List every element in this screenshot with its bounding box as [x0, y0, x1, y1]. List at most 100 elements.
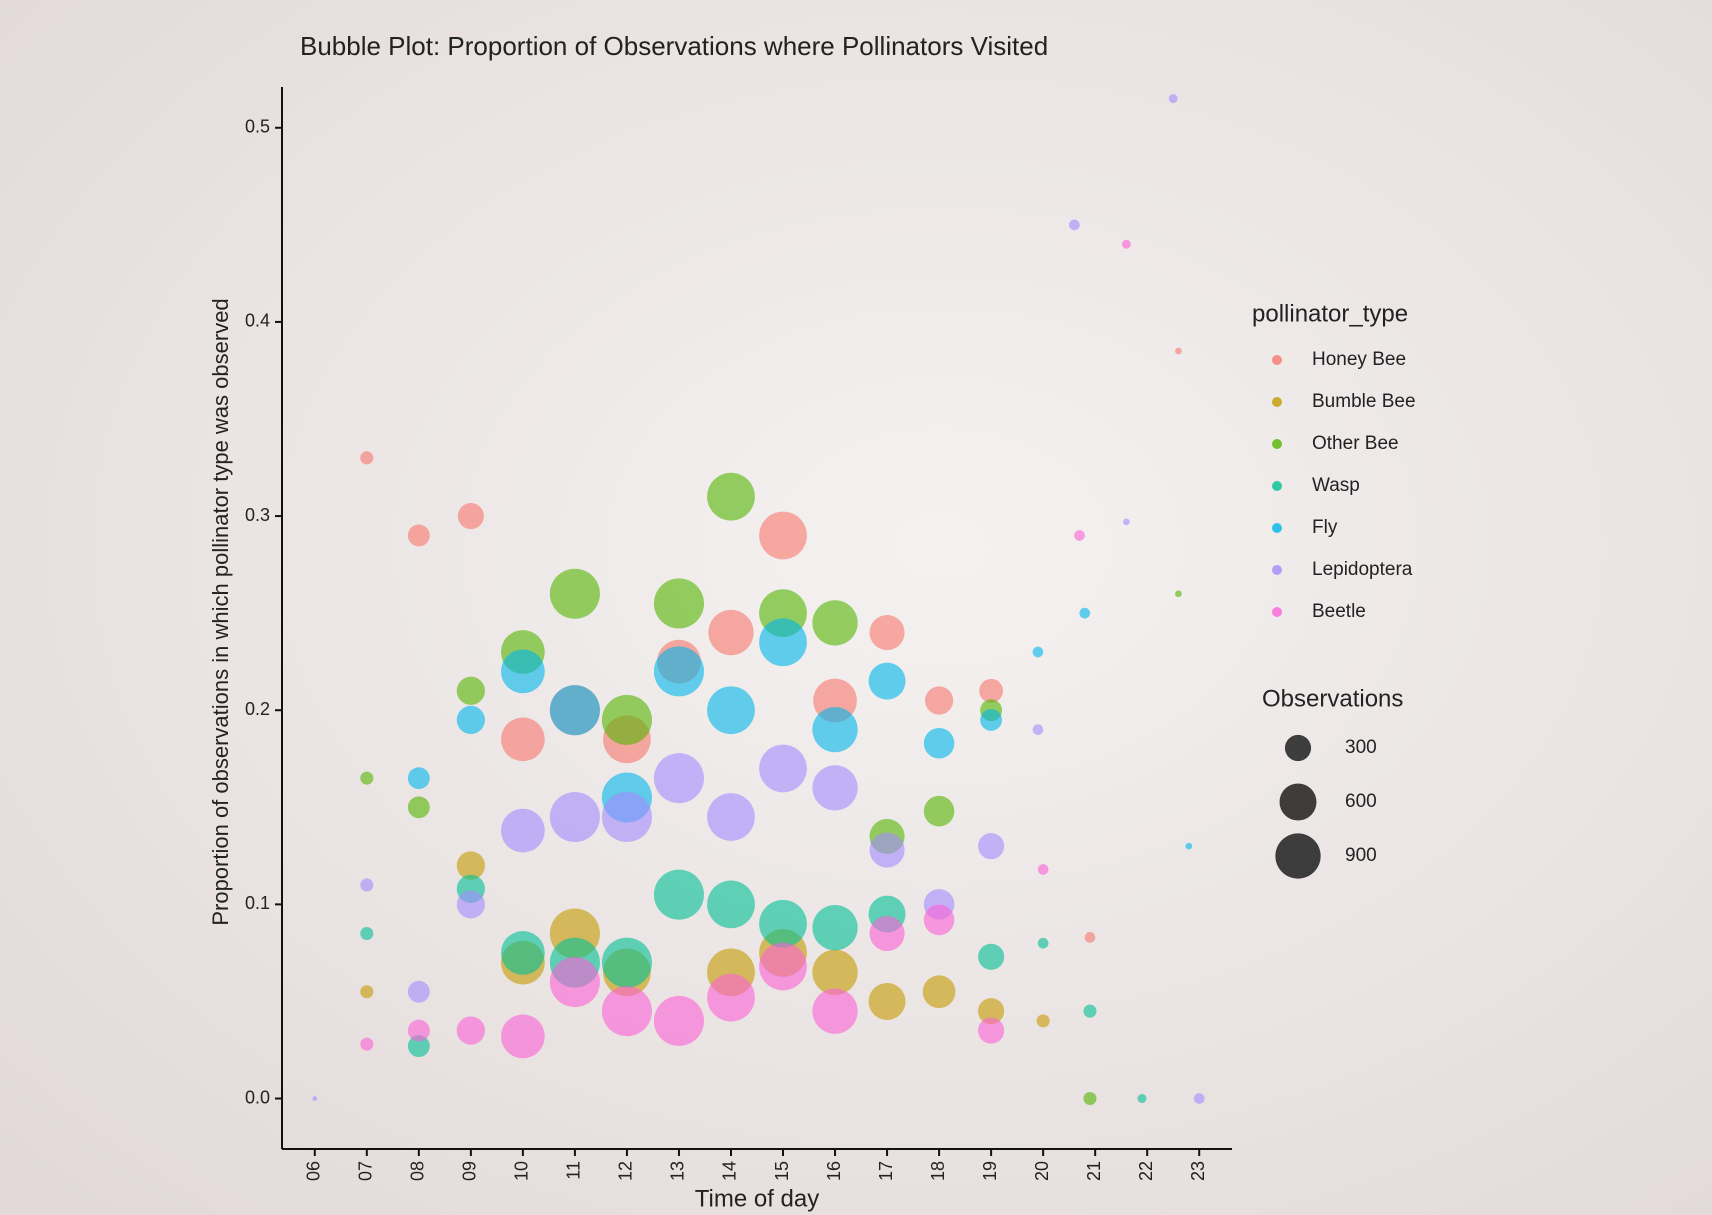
bubble — [812, 765, 858, 811]
bubble — [923, 904, 955, 936]
bubble — [868, 982, 906, 1020]
bubble — [360, 878, 374, 892]
bubble — [601, 986, 652, 1037]
bubble — [407, 1035, 430, 1058]
bubble — [759, 899, 807, 948]
legend-swatch — [1272, 565, 1282, 575]
bubble — [1079, 607, 1091, 619]
x-tick-label: 19 — [980, 1161, 1000, 1181]
x-tick-label: 16 — [824, 1161, 844, 1181]
bubble — [707, 472, 755, 521]
legend-swatch — [1272, 523, 1282, 533]
bubble — [978, 1017, 1005, 1044]
bubble — [759, 942, 807, 991]
bubble — [601, 791, 652, 843]
bubble — [1083, 1091, 1097, 1106]
bubble — [1175, 347, 1182, 355]
bubble — [759, 744, 807, 793]
y-tick-label: 0.2 — [245, 699, 270, 719]
legend-swatch — [1272, 607, 1282, 617]
bubble — [922, 975, 956, 1009]
bubble — [407, 524, 430, 547]
legend-title: pollinator_type — [1252, 300, 1408, 327]
legend-swatch — [1272, 397, 1282, 407]
x-tick-label: 15 — [772, 1161, 792, 1181]
bubble — [812, 988, 858, 1034]
bubble — [924, 686, 954, 715]
x-tick-label: 06 — [304, 1161, 324, 1181]
bubble — [500, 649, 545, 694]
x-tick-label: 20 — [1032, 1161, 1052, 1181]
y-tick-label: 0.0 — [245, 1087, 270, 1107]
bubble — [456, 705, 485, 735]
size-legend-bubble — [1279, 783, 1317, 821]
legend-label: Wasp — [1312, 475, 1360, 496]
bubble — [653, 578, 705, 629]
bubble — [869, 615, 905, 651]
bubble — [707, 880, 755, 929]
bubble — [360, 1037, 374, 1051]
legend-label: Other Bee — [1312, 433, 1399, 454]
bubble — [759, 511, 807, 560]
bubble — [549, 685, 600, 736]
size-legend-title: Observations — [1262, 685, 1403, 712]
bubble — [549, 568, 600, 619]
bubble — [1168, 94, 1178, 104]
bubble — [312, 1096, 318, 1101]
bubble — [457, 502, 484, 530]
bubble — [978, 998, 1005, 1025]
bubble — [601, 694, 652, 745]
bubble — [979, 678, 1004, 703]
bubble — [407, 980, 430, 1003]
bubble — [456, 1016, 485, 1045]
bubble — [549, 956, 600, 1008]
bubble — [707, 973, 755, 1022]
bubble — [759, 618, 807, 667]
bubble — [869, 915, 905, 952]
y-axis-label: Proportion of observations in which poll… — [208, 298, 233, 925]
x-tick-label: 23 — [1188, 1161, 1208, 1181]
bubble — [360, 451, 374, 465]
bubble — [868, 662, 906, 700]
bubble — [923, 727, 955, 759]
bubble — [1084, 932, 1096, 943]
x-tick-label: 11 — [564, 1161, 584, 1180]
bubble — [601, 937, 652, 988]
x-tick-label: 13 — [668, 1161, 688, 1181]
bubble — [1123, 518, 1130, 526]
bubble — [812, 949, 858, 995]
bubble — [407, 1019, 430, 1042]
size-legend-bubble — [1275, 833, 1321, 879]
bubble — [407, 796, 430, 819]
bubble — [1193, 1093, 1205, 1104]
y-tick-label: 0.4 — [245, 311, 270, 331]
bubble — [653, 995, 705, 1046]
y-tick-label: 0.5 — [245, 117, 270, 137]
x-tick-label: 17 — [876, 1161, 896, 1181]
bubble — [500, 1014, 545, 1059]
bubble — [1036, 1014, 1050, 1028]
legend-swatch — [1272, 481, 1282, 491]
bubble — [980, 708, 1003, 731]
legend-label: Lepidoptera — [1312, 559, 1413, 580]
bubble — [360, 985, 374, 999]
size-legend-label: 300 — [1345, 737, 1377, 758]
bubble — [1037, 937, 1049, 949]
bubble — [1032, 724, 1044, 735]
bubble — [707, 686, 755, 735]
bubble — [407, 767, 430, 790]
legend-label: Bumble Bee — [1312, 391, 1416, 412]
x-tick-label: 18 — [928, 1161, 948, 1181]
bubble — [360, 926, 374, 941]
bubble — [1137, 1094, 1147, 1103]
bubble — [812, 600, 858, 646]
size-legend-label: 600 — [1345, 791, 1377, 812]
bubble — [812, 706, 858, 753]
bubble — [1074, 530, 1085, 541]
bubble — [978, 943, 1005, 970]
bubble — [1083, 1004, 1097, 1018]
bubble — [923, 795, 955, 827]
bubble — [456, 676, 485, 705]
